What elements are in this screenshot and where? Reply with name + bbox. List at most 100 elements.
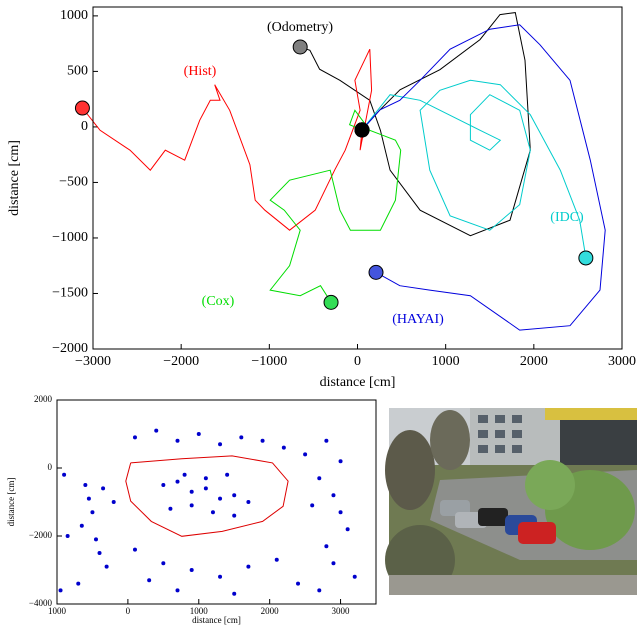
start-marker	[369, 265, 383, 279]
scan-point	[303, 452, 307, 456]
scan-point	[183, 473, 187, 477]
scan-point	[176, 439, 180, 443]
scan-point	[339, 459, 343, 463]
y-tick-label: −4000	[29, 598, 53, 608]
scan-point	[353, 575, 357, 579]
series-label: (Odometry)	[267, 20, 333, 35]
y-tick-label: 0	[48, 462, 53, 472]
scan-point	[101, 486, 105, 490]
scan-point	[282, 446, 286, 450]
scan-point	[154, 429, 158, 433]
scan-point	[239, 435, 243, 439]
scan-point	[317, 588, 321, 592]
x-axis-label: distance [cm]	[320, 375, 396, 390]
start-marker	[324, 295, 338, 309]
scan-point	[66, 534, 70, 538]
scan-point	[147, 578, 151, 582]
scan-point	[94, 537, 98, 541]
scan-point	[168, 507, 172, 511]
y-axis-label: distance [cm]	[6, 478, 16, 527]
scan-point	[161, 483, 165, 487]
scan-point	[324, 544, 328, 548]
plot-frame	[57, 400, 376, 604]
y-tick-label: −1500	[52, 286, 88, 301]
photo	[385, 408, 637, 595]
scan-point	[90, 510, 94, 514]
trajectory	[362, 80, 586, 258]
trajectory	[362, 25, 605, 330]
trajectory	[82, 49, 371, 230]
y-tick-label: −2000	[52, 341, 88, 356]
scan-point	[190, 503, 194, 507]
y-tick-label: −500	[59, 175, 88, 190]
start-marker	[579, 251, 593, 265]
scan-point	[98, 551, 102, 555]
x-axis-label: distance [cm]	[192, 615, 241, 625]
scan-point	[261, 439, 265, 443]
x-tick-label: 2000	[261, 606, 280, 616]
x-tick-label: 3000	[332, 606, 351, 616]
scan-point	[176, 588, 180, 592]
y-tick-label: −1000	[52, 230, 88, 245]
series-label: (HAYAI)	[392, 312, 444, 327]
x-tick-label: −2000	[163, 354, 199, 369]
scan-point	[317, 476, 321, 480]
scan-point	[232, 592, 236, 596]
series-label: (Cox)	[202, 294, 235, 309]
scan-point	[204, 476, 208, 480]
scan-point	[197, 432, 201, 436]
start-marker	[293, 40, 307, 54]
scan-point	[218, 575, 222, 579]
scan-point	[296, 582, 300, 586]
y-tick-label: −2000	[29, 530, 53, 540]
scan-point	[112, 500, 116, 504]
scan-point	[331, 493, 335, 497]
scan-point	[232, 514, 236, 518]
scan-point	[310, 503, 314, 507]
path-line	[126, 456, 288, 536]
scan-point	[232, 493, 236, 497]
scan-point	[218, 442, 222, 446]
scan-point	[204, 486, 208, 490]
x-tick-label: 3000	[608, 354, 636, 369]
scan-point	[176, 480, 180, 484]
scan-point	[275, 558, 279, 562]
start-marker	[75, 101, 89, 115]
scan-point	[87, 497, 91, 501]
scan-point	[83, 483, 87, 487]
scan-point	[80, 524, 84, 528]
scan-point	[59, 588, 63, 592]
scan-point	[246, 500, 250, 504]
scan-point	[225, 473, 229, 477]
scan-point	[339, 510, 343, 514]
end-marker	[355, 123, 369, 137]
scan-point	[346, 527, 350, 531]
trajectory	[300, 13, 530, 236]
scan-point	[246, 565, 250, 569]
y-tick-label: 500	[67, 64, 88, 79]
scan-point	[133, 548, 137, 552]
scan-point	[161, 561, 165, 565]
scan-point	[324, 439, 328, 443]
scan-point	[76, 582, 80, 586]
scan-point	[218, 497, 222, 501]
scan-point	[331, 561, 335, 565]
scan-point	[190, 568, 194, 572]
y-axis-label: distance [cm]	[7, 140, 22, 216]
y-tick-label: 1000	[60, 8, 88, 23]
scan-point	[211, 510, 215, 514]
y-tick-label: 0	[81, 119, 88, 134]
scan-point	[190, 490, 194, 494]
x-tick-label: 0	[354, 354, 361, 369]
series-label: (Hist)	[184, 64, 217, 79]
scan-point	[62, 473, 66, 477]
scan-point	[105, 565, 109, 569]
x-tick-label: −1000	[251, 354, 287, 369]
x-tick-label: 2000	[520, 354, 548, 369]
plot-frame	[93, 7, 622, 349]
series-label: (IDC)	[550, 210, 584, 225]
figure: −3000−2000−10000100020003000−2000−1500−1…	[0, 0, 639, 628]
x-tick-label: 1000	[432, 354, 460, 369]
scan-point	[133, 435, 137, 439]
x-tick-label: 0	[126, 606, 131, 616]
